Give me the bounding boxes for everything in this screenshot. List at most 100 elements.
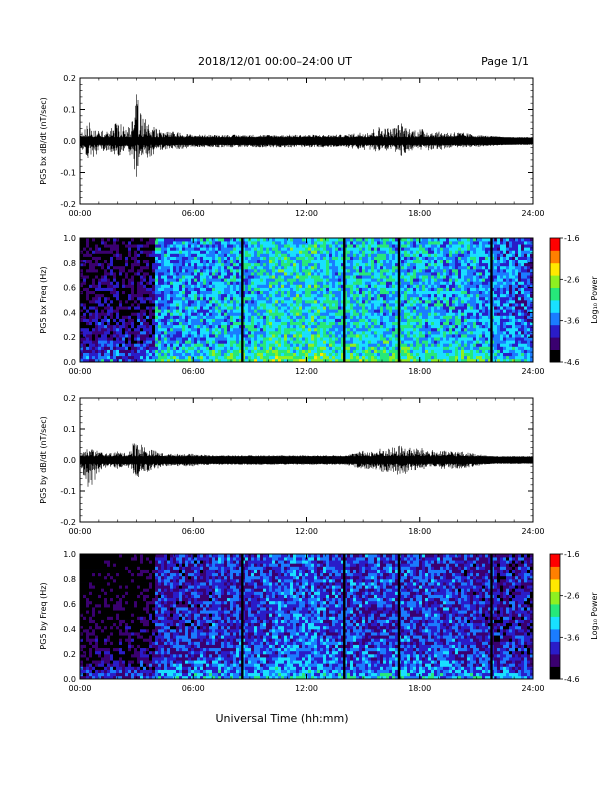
spectrogram-cell	[410, 343, 413, 346]
spectrogram-cell	[209, 297, 212, 300]
spectrogram-cell	[245, 353, 248, 356]
spectrogram-cell	[227, 278, 230, 281]
spectrogram-cell	[170, 350, 173, 353]
spectrogram-cell	[281, 312, 284, 315]
spectrogram-cell	[191, 331, 194, 334]
spectrogram-cell	[416, 291, 419, 294]
spectrogram-cell	[200, 278, 203, 281]
spectrogram-cell	[110, 281, 113, 284]
spectrogram-cell	[350, 337, 353, 340]
spectrogram-cell	[410, 260, 413, 263]
spectrogram-cell	[305, 247, 308, 250]
spectrogram-cell	[251, 334, 254, 337]
spectrogram-cell	[197, 288, 200, 291]
spectrogram-cell	[314, 303, 317, 306]
spectrogram-cell	[236, 309, 239, 312]
spectrogram-cell	[197, 244, 200, 247]
spectrogram-cell	[374, 303, 377, 306]
spectrogram-cell	[125, 306, 128, 309]
spectrogram-cell	[380, 316, 383, 319]
spectrogram-cell	[374, 247, 377, 250]
spectrogram-cell	[236, 263, 239, 266]
spectrogram-cell	[128, 278, 131, 281]
spectrogram-cell	[323, 254, 326, 257]
spectrogram-cell	[119, 272, 122, 275]
spectrogram-cell	[281, 306, 284, 309]
spectrogram-cell	[209, 337, 212, 340]
spectrogram-cell	[152, 353, 155, 356]
spectrogram-cell	[194, 275, 197, 278]
spectrogram-cell	[194, 278, 197, 281]
spectrogram-cell	[110, 306, 113, 309]
spectrogram-cell	[122, 309, 125, 312]
spectrogram-cell	[422, 312, 425, 315]
spectrogram-cell	[377, 238, 380, 241]
spectrogram-cell	[152, 334, 155, 337]
spectrogram-cell	[272, 288, 275, 291]
spectrogram-cell	[230, 337, 233, 340]
spectrogram-cell	[107, 303, 110, 306]
spectrogram-cell	[368, 291, 371, 294]
spectrogram-cell	[194, 334, 197, 337]
spectrogram-cell	[347, 250, 350, 253]
spectrogram-cell	[254, 294, 257, 297]
spectrogram-cell	[302, 340, 305, 343]
spectrogram-cell	[212, 322, 215, 325]
spectrogram-cell	[263, 340, 266, 343]
spectrogram-cell	[86, 325, 89, 328]
spectrogram-cell	[158, 260, 161, 263]
spectrogram-cell	[215, 322, 218, 325]
spectrogram-cell	[257, 291, 260, 294]
spectrogram-cell	[305, 266, 308, 269]
spectrogram-cell	[101, 272, 104, 275]
spectrogram-cell	[275, 328, 278, 331]
spectrogram-cell	[152, 331, 155, 334]
spectrogram-cell	[257, 247, 260, 250]
spectrogram-cell	[404, 340, 407, 343]
spectrogram-cell	[122, 244, 125, 247]
spectrogram-cell	[125, 316, 128, 319]
spectrogram-cell	[332, 291, 335, 294]
spectrogram-cell	[329, 343, 332, 346]
spectrogram-cell	[353, 303, 356, 306]
spectrogram-cell	[374, 288, 377, 291]
spectrogram-cell	[263, 272, 266, 275]
spectrogram-cell	[86, 331, 89, 334]
spectrogram-cell	[140, 312, 143, 315]
spectrogram-cell	[260, 306, 263, 309]
spectrogram-cell	[212, 275, 215, 278]
spectrogram-cell	[416, 343, 419, 346]
spectrogram-cell	[404, 319, 407, 322]
spectrogram-cell	[155, 285, 158, 288]
spectrogram-cell	[221, 294, 224, 297]
spectrogram-cell	[89, 260, 92, 263]
spectrogram-cell	[89, 241, 92, 244]
spectrogram-cell	[440, 353, 443, 356]
spectrogram-cell	[203, 263, 206, 266]
spectrogram-cell	[410, 294, 413, 297]
spectrogram-cell	[350, 319, 353, 322]
spectrogram-cell	[221, 347, 224, 350]
spectrogram-cell	[221, 281, 224, 284]
spectrogram-cell	[86, 312, 89, 315]
spectrogram-cell	[98, 269, 101, 272]
spectrogram-cell	[260, 281, 263, 284]
spectrogram-cell	[167, 350, 170, 353]
spectrogram-cell	[326, 288, 329, 291]
spectrogram-cell	[281, 244, 284, 247]
spectrogram-cell	[203, 257, 206, 260]
spectrogram-cell	[92, 347, 95, 350]
spectrogram-cell	[98, 309, 101, 312]
spectrogram-cell	[353, 347, 356, 350]
spectrogram-cell	[146, 260, 149, 263]
spectrogram-cell	[155, 309, 158, 312]
spectrogram-cell	[113, 281, 116, 284]
spectrogram-cell	[89, 325, 92, 328]
spectrogram-cell	[164, 297, 167, 300]
spectrogram-cell	[371, 250, 374, 253]
spectrogram-cell	[308, 353, 311, 356]
spectrogram-cell	[152, 343, 155, 346]
spectrogram-cell	[431, 288, 434, 291]
spectrogram-cell	[224, 347, 227, 350]
spectrogram-cell	[254, 254, 257, 257]
